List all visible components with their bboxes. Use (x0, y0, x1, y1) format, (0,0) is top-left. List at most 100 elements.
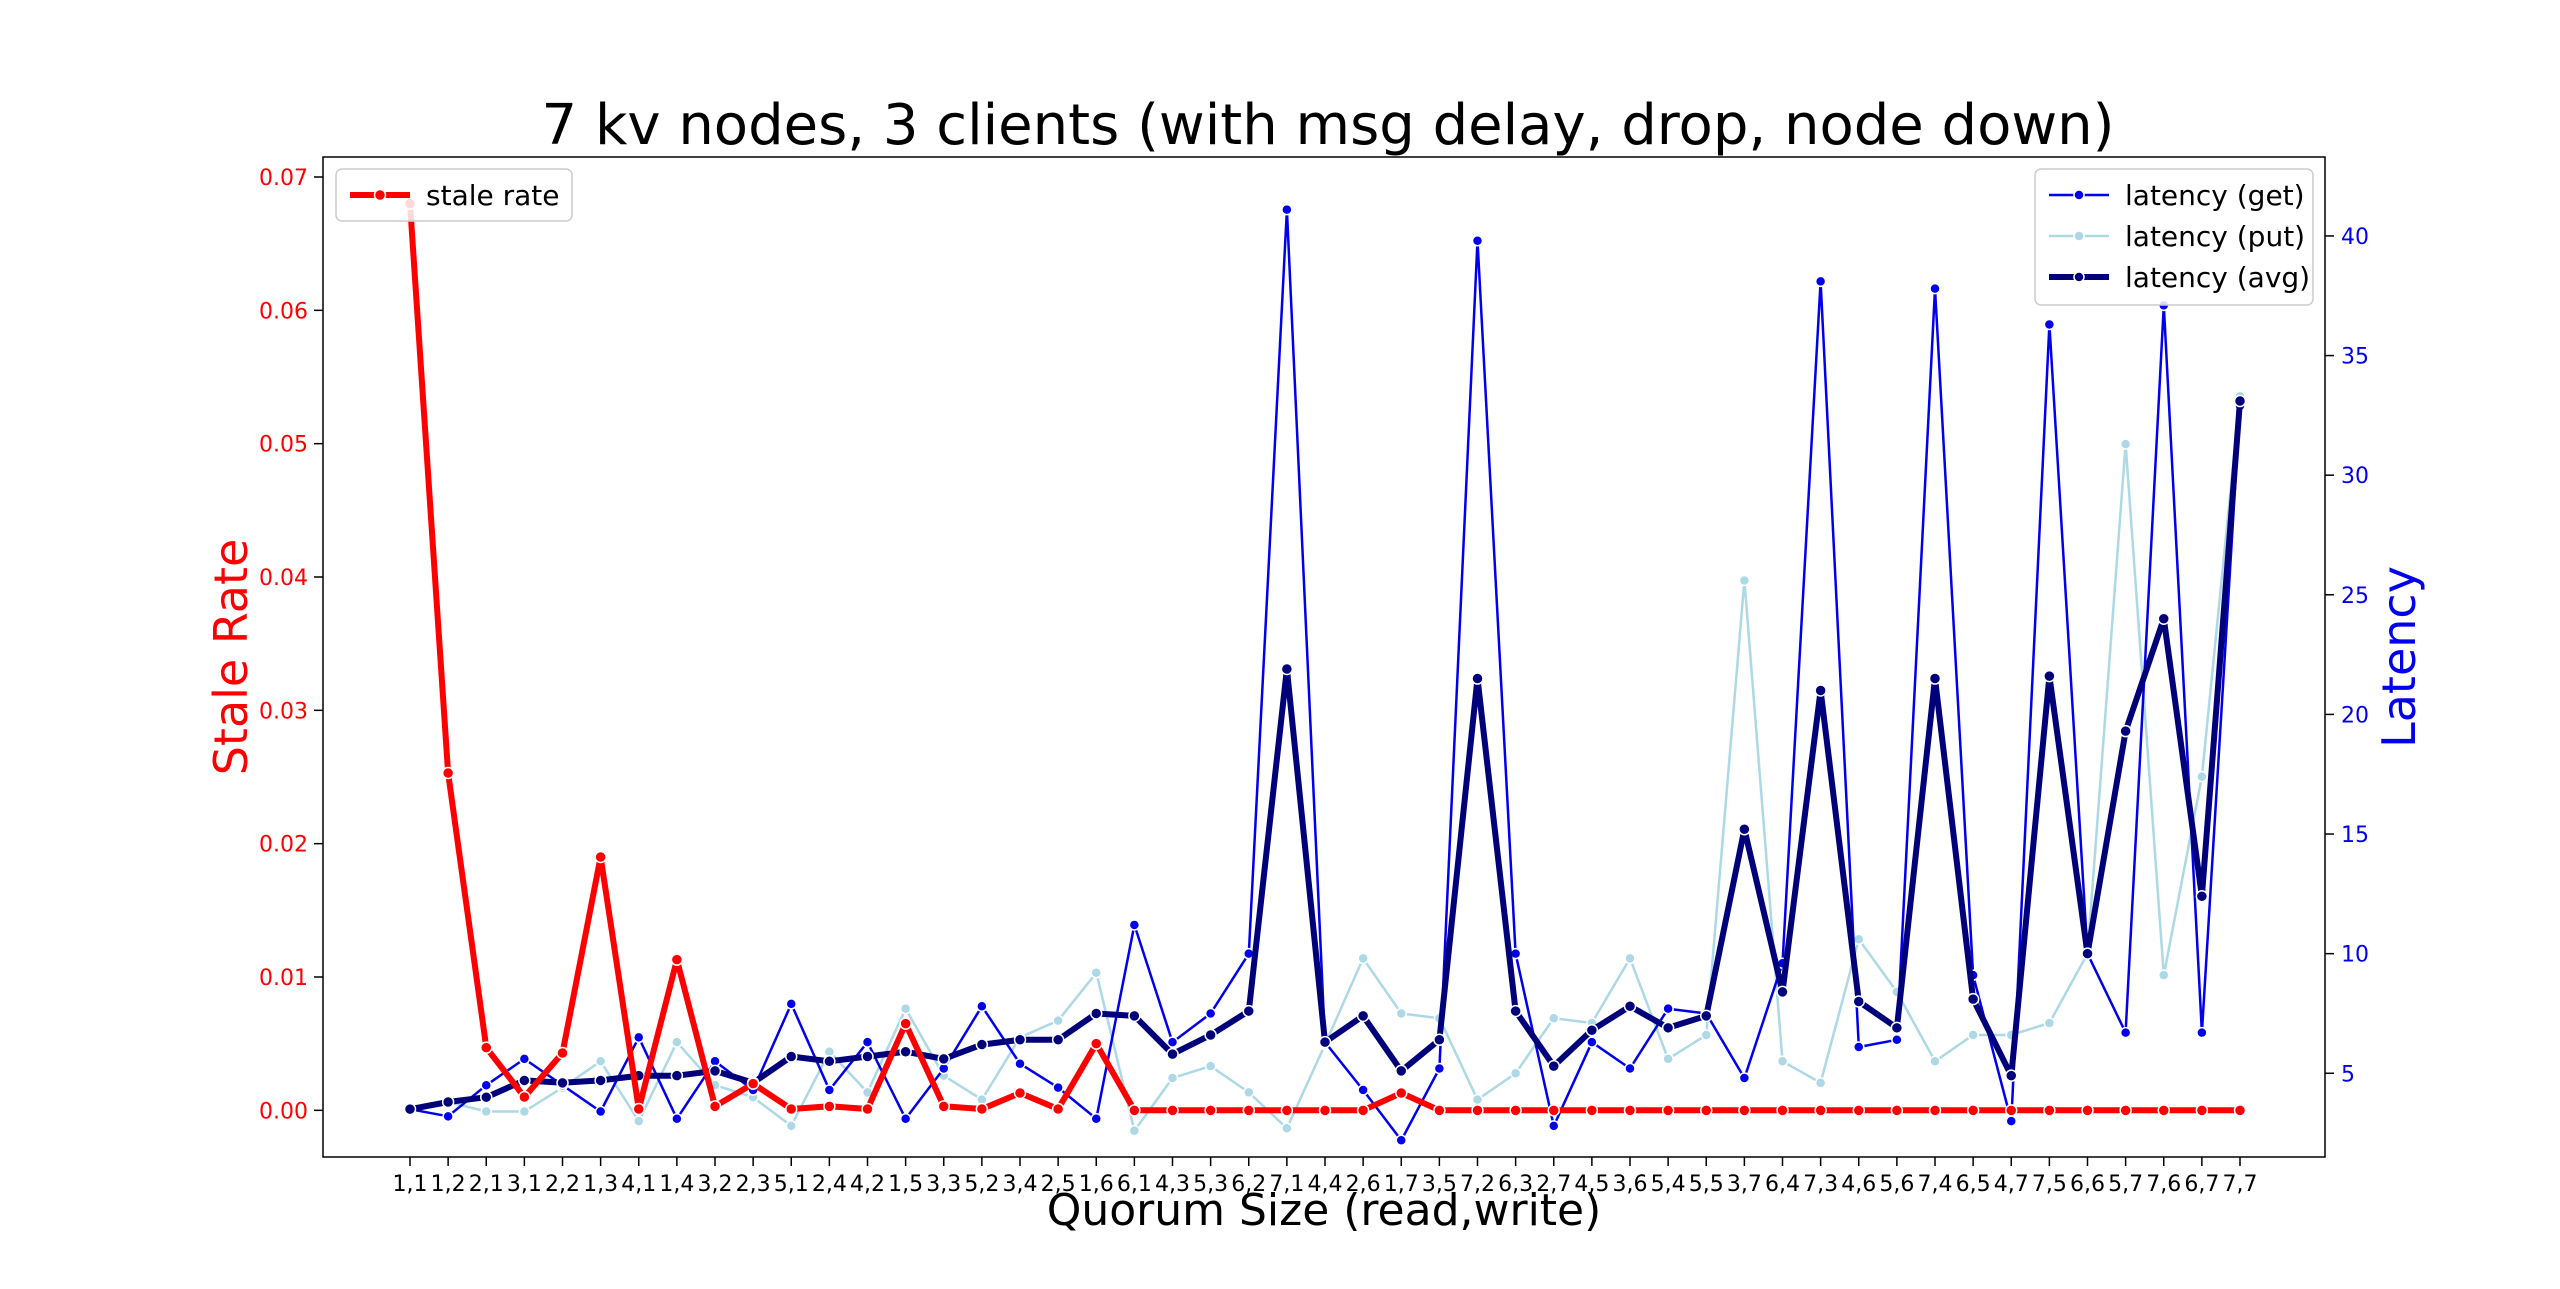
stale-rate-point (746, 1077, 760, 1090)
latency-get-point (785, 998, 797, 1010)
stale-rate-point (2081, 1104, 2094, 1117)
x-tick-label: 7,3 (1803, 1172, 1838, 1197)
stale-rate-point (1738, 1104, 1751, 1117)
latency-avg-point (518, 1074, 531, 1087)
legend-label-stale-rate: stale rate (426, 179, 560, 212)
stale-rate-point (1814, 1104, 1827, 1117)
x-tick-label: 6,2 (1231, 1172, 1266, 1197)
x-tick-label: 2,1 (469, 1172, 504, 1197)
latency-put-point (518, 1105, 531, 1118)
latency-get-point (1586, 1036, 1598, 1048)
latency-put-point (2119, 438, 2132, 450)
legend-marker-latency-put (2073, 230, 2085, 242)
latency-avg-point (1395, 1064, 1408, 1078)
x-tick-label: 5,3 (1193, 1172, 1228, 1197)
x-tick-label: 7,2 (1460, 1172, 1495, 1197)
latency-avg-point (1242, 1004, 1255, 1018)
x-tick-label: 7,1 (1269, 1172, 1304, 1197)
latency-avg-point (1090, 1007, 1103, 1020)
latency-avg-point (1700, 1009, 1713, 1023)
latency-avg-point (1471, 672, 1484, 685)
latency-avg-point (1661, 1021, 1675, 1035)
stale-rate-point (1204, 1104, 1217, 1117)
x-tick-label: 4,6 (1841, 1172, 1876, 1197)
stale-rate-point (1890, 1104, 1904, 1117)
latency-get-point (1204, 1007, 1217, 1020)
stale-rate-point (1166, 1104, 1179, 1117)
stale-rate-point (823, 1100, 836, 1113)
legend-marker-latency-avg (2073, 271, 2085, 283)
latency-get-point (1357, 1084, 1369, 1096)
x-tick-label: 3,6 (1613, 1172, 1648, 1197)
stale-rate-point (2043, 1104, 2056, 1117)
stale-rate-point (1356, 1104, 1370, 1117)
x-tick-label: 6,3 (1498, 1172, 1533, 1197)
stale-rate-point (2157, 1104, 2170, 1117)
latency-put-point (594, 1055, 607, 1068)
latency-avg-point (1738, 822, 1751, 836)
x-tick-label: 2,5 (1041, 1172, 1076, 1197)
latency-get-point (480, 1079, 492, 1091)
x-tick-label: 4,1 (621, 1172, 656, 1197)
stale-rate-point (1013, 1086, 1027, 1100)
latency-avg-point (403, 1102, 417, 1116)
stale-rate-point (1966, 1104, 1980, 1117)
latency-avg-point (823, 1055, 836, 1068)
stale-rate-point (1433, 1104, 1446, 1117)
latency-avg-point (2043, 669, 2056, 683)
latency-get-point (1052, 1081, 1064, 1094)
legend-marker-latency-get (2073, 189, 2085, 201)
left-tick-label: 0.03 (259, 699, 308, 724)
x-tick-label: 1,7 (1384, 1172, 1419, 1197)
latency-avg-point (1814, 684, 1827, 697)
latency-avg-point (1356, 1009, 1370, 1023)
latency-avg-point (2157, 612, 2170, 625)
latency-avg-point (594, 1074, 607, 1087)
latency-put-point (1700, 1029, 1712, 1041)
x-tick-label: 5,2 (964, 1172, 999, 1197)
latency-avg-point (1852, 995, 1865, 1008)
right-tick-label: 20 (2341, 703, 2369, 728)
latency-get-point (1281, 203, 1293, 216)
stale-rate-point (1395, 1086, 1408, 1100)
stale-rate-point (1623, 1104, 1637, 1117)
x-tick-label: 6,5 (1956, 1172, 1991, 1197)
latency-get-point (1624, 1062, 1636, 1075)
stale-rate-point (518, 1090, 531, 1104)
x-tick-label: 3,2 (698, 1172, 733, 1197)
latency-put-point (633, 1115, 645, 1127)
stale-rate-point (1280, 1104, 1294, 1117)
latency-put-point (1090, 967, 1102, 979)
x-tick-label: 7,7 (2223, 1172, 2258, 1197)
left-axis: 0.00 0.01 0.02 0.03 0.04 0.05 0.06 0.07 (259, 166, 323, 1124)
latency-get-point (2005, 1115, 2017, 1127)
x-tick-label: 1,6 (1079, 1172, 1114, 1197)
stale-rate-point (2005, 1104, 2018, 1117)
x-tick-label: 1,3 (583, 1172, 618, 1197)
latency-put-point (899, 1002, 912, 1015)
latency-get-point (1662, 1002, 1674, 1015)
stale-rate-point (594, 850, 607, 864)
right-tick-label: 40 (2341, 225, 2369, 250)
x-tick-label: 2,2 (545, 1172, 580, 1197)
latency-put-point (2196, 770, 2208, 783)
x-tick-label: 5,6 (1879, 1172, 1914, 1197)
right-tick-label: 5 (2341, 1062, 2355, 1087)
latency-put-point (1929, 1055, 1941, 1068)
latency-get-point (1548, 1120, 1560, 1132)
latency-get-point (1853, 1041, 1865, 1053)
stale-rate-point (556, 1046, 569, 1060)
latency-avg-point (556, 1076, 569, 1090)
latency-avg-point (2005, 1069, 2018, 1082)
latency-put-point (1204, 1060, 1217, 1072)
latency-avg-point (1547, 1059, 1560, 1073)
latency-get-point (1471, 234, 1484, 247)
latency-avg-point (1509, 1004, 1522, 1018)
x-tick-label: 6,1 (1117, 1172, 1152, 1197)
latency-put-point (1967, 1029, 1979, 1041)
stale-rate-point (1128, 1104, 1141, 1117)
stale-rate-point (2233, 1104, 2247, 1117)
latency-get-point (1014, 1057, 1026, 1070)
right-axis: 5 10 15 20 25 30 35 40 (2325, 225, 2369, 1087)
